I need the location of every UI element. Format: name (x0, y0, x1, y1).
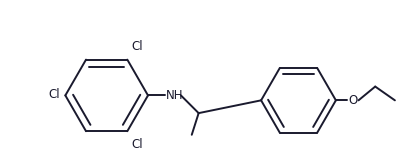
Text: O: O (349, 94, 358, 107)
Text: Cl: Cl (131, 40, 143, 53)
Text: NH: NH (166, 89, 183, 102)
Text: Cl: Cl (49, 88, 61, 101)
Text: Cl: Cl (131, 138, 143, 151)
